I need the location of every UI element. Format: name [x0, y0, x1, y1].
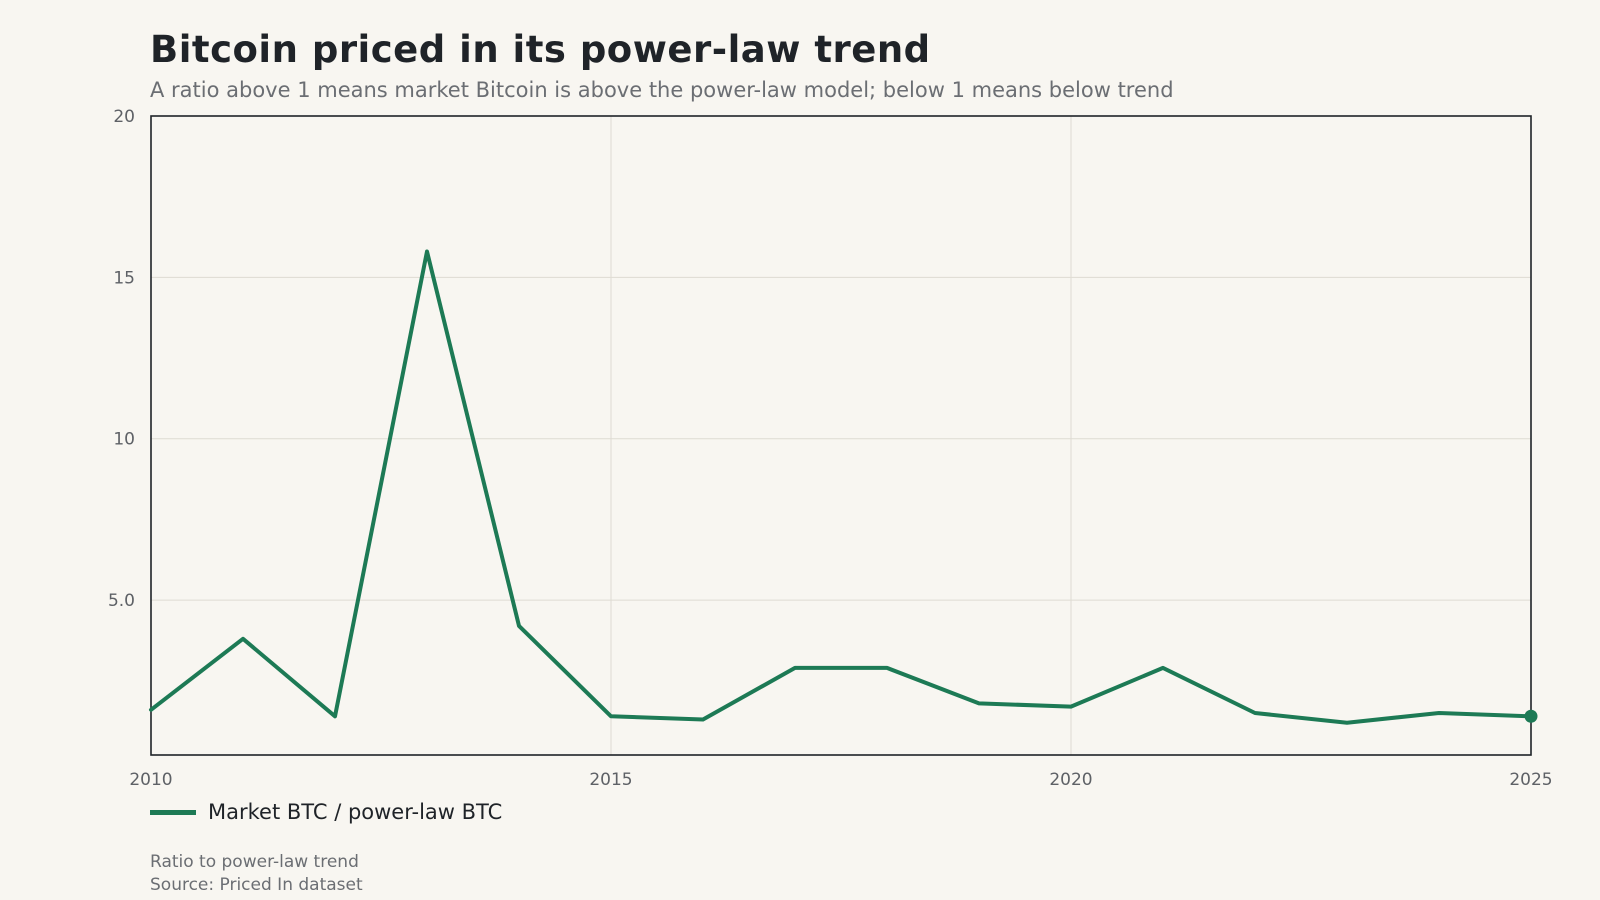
- x-tick-label: 2015: [589, 770, 632, 790]
- y-tick-label: 20: [113, 107, 135, 127]
- x-tick-label: 2010: [129, 770, 172, 790]
- chart-subtitle: A ratio above 1 means market Bitcoin is …: [150, 78, 1174, 102]
- x-tick-label: 2020: [1049, 770, 1092, 790]
- legend-label: Market BTC / power-law BTC: [208, 800, 503, 824]
- x-tick-label: 2025: [1509, 770, 1552, 790]
- unit-note: Ratio to power-law trend: [150, 852, 359, 872]
- y-tick-label: 10: [113, 430, 135, 450]
- legend: Market BTC / power-law BTC: [150, 800, 502, 824]
- y-tick-label: 15: [113, 268, 135, 288]
- chart-title: Bitcoin priced in its power-law trend: [150, 28, 931, 71]
- series-end-marker: [1524, 709, 1538, 723]
- y-tick-label: 5.0: [108, 591, 135, 611]
- plot-frame: [150, 115, 1532, 756]
- source-note: Source: Priced In dataset: [150, 875, 363, 895]
- series-line: [149, 249, 1533, 725]
- legend-swatch: [150, 809, 196, 815]
